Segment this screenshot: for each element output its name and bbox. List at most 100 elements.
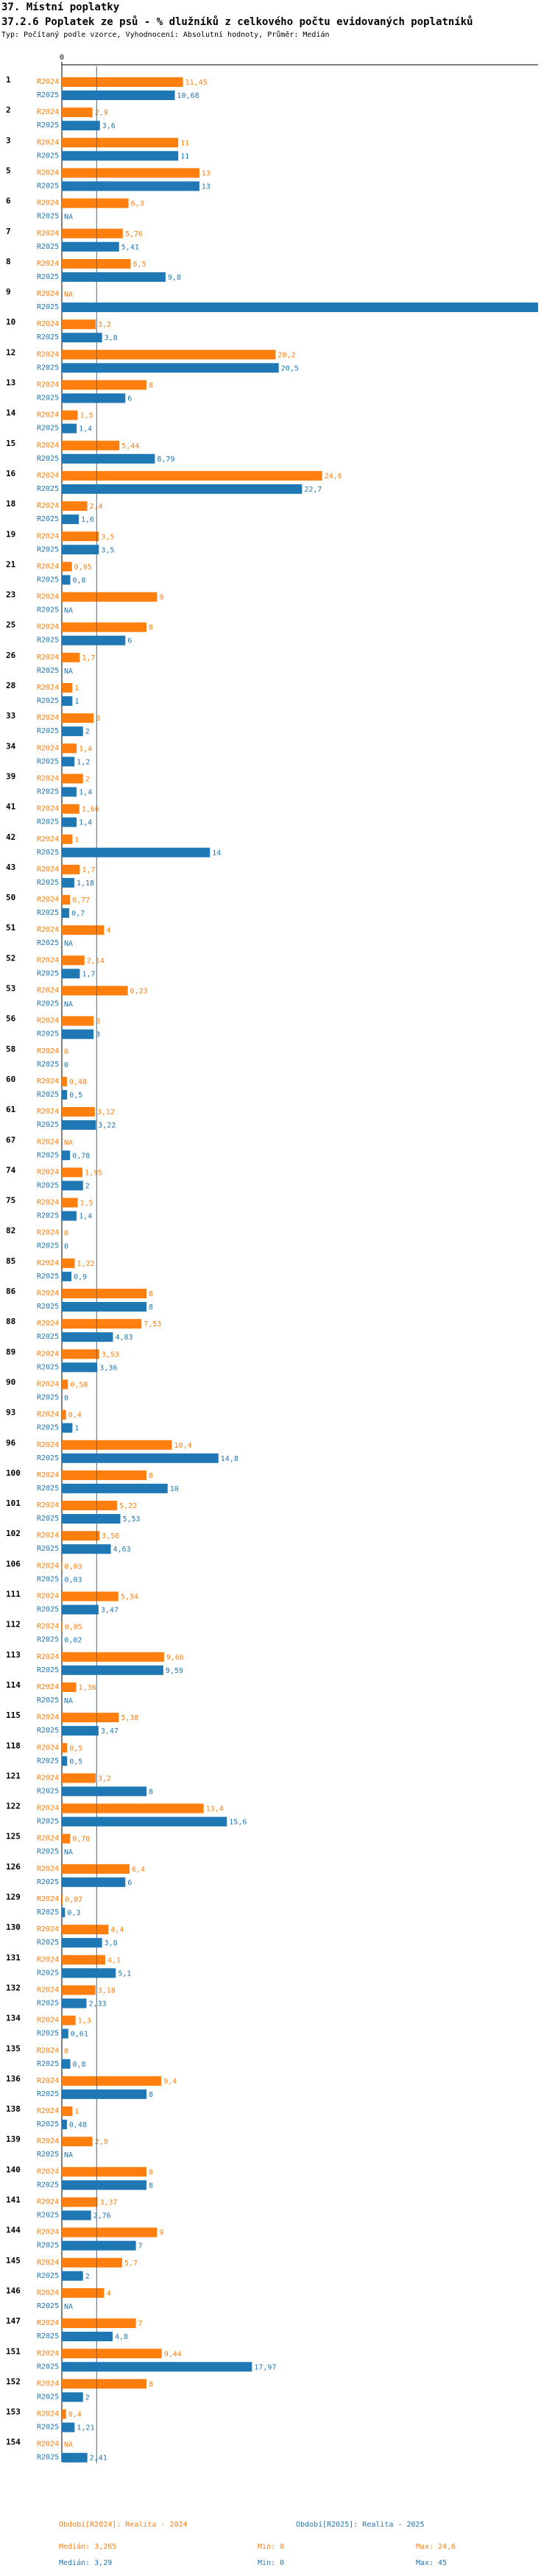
bar-2024 (62, 350, 276, 360)
category-label: 58 (6, 1044, 15, 1054)
data-label: 6,5 (132, 261, 146, 269)
stat-min-2025: Min: 0 (258, 2559, 285, 2567)
bar-2025 (62, 2059, 71, 2069)
series-label-2025: R2025 (37, 1999, 59, 2007)
series-label-2024: R2024 (37, 1623, 59, 1631)
data-label: 5,41 (121, 244, 139, 252)
data-label: 1,2 (77, 758, 90, 766)
series-label-2025: R2025 (37, 1181, 59, 1189)
bar-2024 (62, 1440, 172, 1450)
category-label: 111 (6, 1590, 21, 1599)
data-label: 4 (107, 927, 111, 935)
category-label: 106 (6, 1559, 21, 1568)
category-label: 126 (6, 1862, 21, 1872)
bar-2025 (62, 908, 70, 919)
series-label-2025: R2025 (37, 1727, 59, 1735)
bar-2024 (62, 864, 80, 874)
data-label: 1,22 (77, 1260, 95, 1268)
series-label-2024: R2024 (37, 1380, 59, 1388)
category-label: 100 (6, 1468, 21, 1478)
category-label: 102 (6, 1529, 21, 1538)
category-label: 43 (6, 863, 15, 872)
data-label: 6,4 (132, 1866, 145, 1874)
bar-2025 (62, 1089, 68, 1100)
series-label-2025: R2025 (37, 2424, 59, 2432)
category-label: 152 (6, 2377, 21, 2386)
series-label-2024: R2024 (37, 1411, 59, 1419)
series-label-2025: R2025 (37, 1242, 59, 1250)
bar-2024 (62, 2106, 73, 2117)
series-label-2025: R2025 (37, 394, 59, 403)
category-label: 151 (6, 2346, 21, 2356)
bar-2024 (62, 986, 128, 996)
data-label: 11 (180, 139, 189, 147)
bar-2025 (62, 2452, 88, 2463)
series-label-2024: R2024 (37, 805, 59, 813)
category-label: 6 (6, 197, 11, 206)
series-label-2024: R2024 (37, 1229, 59, 1237)
category-label: 140 (6, 2165, 21, 2174)
series-label-2025: R2025 (37, 576, 59, 584)
series-label-2025: R2025 (37, 1696, 59, 1705)
data-label: 0,48 (69, 1078, 87, 1086)
data-label: 0 (64, 1061, 68, 1069)
bar-2024 (62, 1107, 95, 1117)
data-label: 3,5 (101, 546, 114, 554)
series-label-2024: R2024 (37, 926, 59, 934)
series-label-2025: R2025 (37, 727, 59, 735)
series-label-2024: R2024 (37, 1713, 59, 1722)
series-label-2025: R2025 (37, 697, 59, 705)
data-label: 6 (127, 395, 132, 403)
category-label: 147 (6, 2316, 21, 2326)
series-label-2025: R2025 (37, 1666, 59, 1674)
bar-2025 (62, 363, 279, 373)
bar-2025 (62, 757, 75, 767)
data-label: 13,4 (206, 1805, 224, 1814)
bar-2024 (62, 1470, 147, 1480)
category-label: 60 (6, 1075, 15, 1084)
series-label-2025: R2025 (37, 1757, 59, 1765)
data-label: 0 (64, 1230, 68, 1238)
category-label: 56 (6, 1014, 16, 1024)
data-label: 9,8 (168, 274, 181, 282)
data-label: 0,95 (74, 563, 92, 571)
bar-2025 (62, 2392, 83, 2402)
bar-2025 (62, 241, 119, 252)
category-label: 144 (6, 2226, 21, 2235)
category-label: 112 (6, 1620, 21, 1630)
category-label: 28 (6, 681, 15, 690)
bar-2024 (62, 1289, 147, 1298)
data-label: NA (64, 2303, 73, 2311)
data-label: 2,9 (95, 2138, 108, 2146)
bar-2024 (62, 2257, 122, 2268)
series-label-2024: R2024 (37, 381, 59, 389)
series-label-2024: R2024 (37, 1199, 59, 1207)
category-label: 5 (6, 166, 11, 175)
series-label-2024: R2024 (37, 2077, 59, 2085)
bar-2024 (62, 713, 94, 723)
series-label-2025: R2025 (37, 1454, 59, 1462)
data-label: 9 (159, 594, 163, 602)
series-label-2024: R2024 (37, 320, 59, 328)
category-label: 1 (6, 75, 11, 85)
data-label: 2,4 (90, 503, 103, 511)
series-label-2025: R2025 (37, 333, 59, 342)
bar-2025 (62, 2089, 147, 2099)
series-label-2024: R2024 (37, 1471, 59, 1479)
data-label: 1,18 (77, 880, 94, 888)
series-label-2025: R2025 (37, 2151, 59, 2159)
data-label: 2 (85, 2273, 90, 2281)
category-label: 82 (6, 1226, 15, 1236)
series-label-2024: R2024 (37, 532, 59, 540)
data-label: 9 (159, 2229, 163, 2237)
bar-2024 (62, 2318, 136, 2329)
series-label-2024: R2024 (37, 1744, 59, 1752)
category-label: 85 (6, 1256, 15, 1266)
series-label-2025: R2025 (37, 818, 59, 827)
data-label: 0 (64, 2048, 68, 2056)
series-label-2025: R2025 (37, 1636, 59, 1644)
data-label: 0,8 (73, 576, 86, 584)
stat-median-2024: Medián: 3,265 (59, 2543, 117, 2551)
bar-2025 (62, 969, 80, 979)
data-label: 6,23 (130, 988, 148, 996)
